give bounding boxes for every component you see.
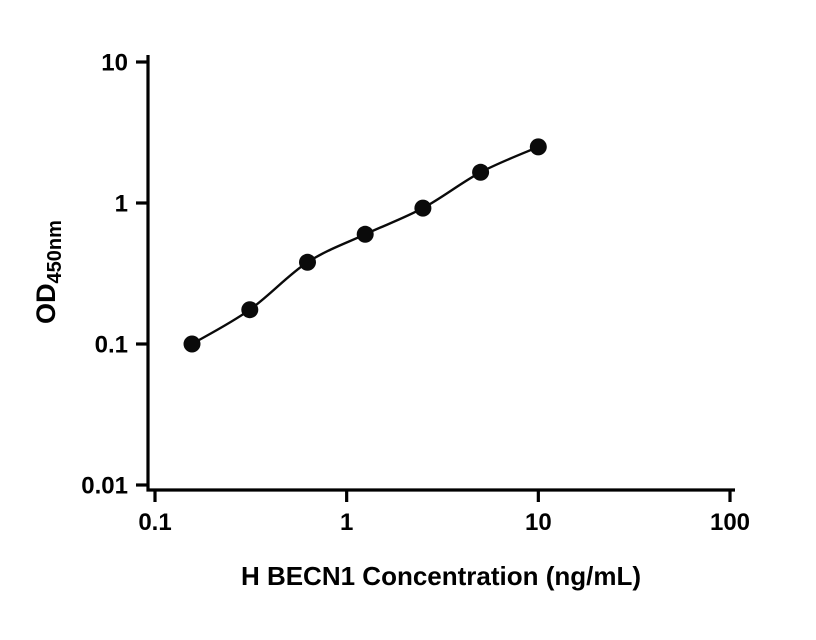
- data-point: [299, 253, 316, 271]
- y-axis-title-main: OD: [31, 283, 61, 324]
- data-point: [529, 138, 547, 156]
- data-point: [183, 335, 201, 353]
- x-tick-label: 100: [710, 509, 750, 536]
- axis-line: [146, 55, 735, 492]
- x-tick-label: 1: [340, 509, 353, 536]
- y-axis-title-subscript: 450nm: [44, 220, 66, 283]
- y-axis-title: OD450nm: [31, 220, 66, 324]
- y-tick-label: 0.1: [95, 332, 128, 359]
- x-tick-label: 10: [525, 509, 552, 536]
- plot-layer: 0.01 0.1 1 10 0.1 1 10 100: [81, 50, 750, 537]
- data-point: [356, 225, 374, 243]
- data-point: [241, 301, 259, 319]
- data-point: [414, 199, 432, 217]
- y-tick-label: 0.01: [81, 473, 128, 500]
- y-tick-label: 10: [101, 50, 128, 77]
- y-tick-label: 1: [115, 191, 128, 218]
- x-tick-label: 0.1: [138, 509, 171, 536]
- x-axis-title: H BECN1 Concentration (ng/mL): [241, 561, 641, 591]
- data-point: [472, 163, 490, 181]
